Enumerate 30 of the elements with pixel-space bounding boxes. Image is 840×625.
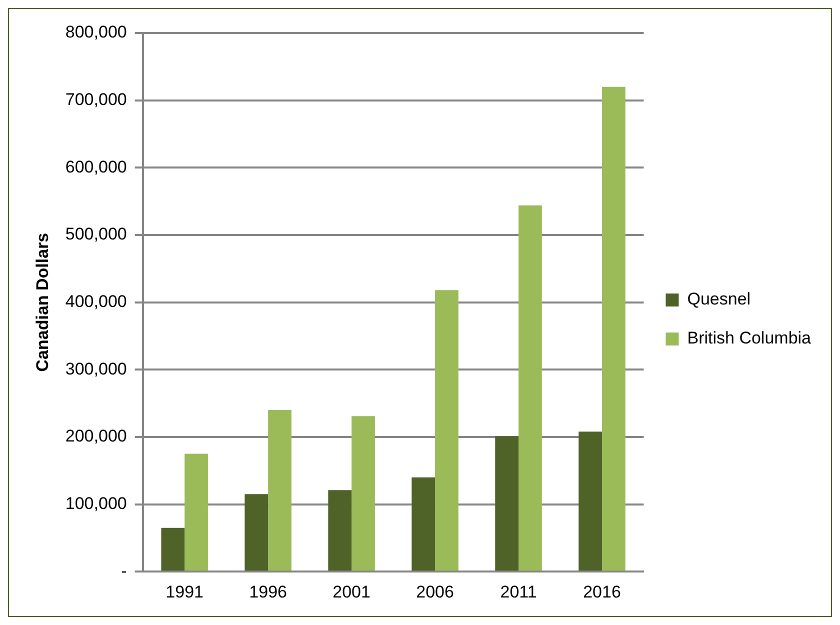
x-tick-label: 2006 <box>416 582 454 602</box>
y-tick-label: 300,000 <box>65 359 127 378</box>
y-tick-label: - <box>121 561 127 580</box>
y-tick-label: 700,000 <box>65 90 127 110</box>
bar <box>518 205 542 571</box>
y-tick-label: 500,000 <box>65 224 127 244</box>
x-tick-label: 2001 <box>332 582 370 602</box>
x-tick-label: 2016 <box>583 582 621 602</box>
y-tick-label: 400,000 <box>65 292 127 311</box>
bar <box>435 290 458 571</box>
x-tick-label: 2011 <box>500 582 537 602</box>
y-tick-label: 100,000 <box>65 494 127 513</box>
y-axis-title: Canadian Dollars <box>32 232 52 372</box>
bar <box>244 494 268 571</box>
bar <box>578 432 602 571</box>
legend-label: British Columbia <box>687 328 812 348</box>
bar <box>495 436 519 571</box>
legend-label: Quesnel <box>687 290 751 309</box>
bar <box>184 454 208 571</box>
bar <box>602 86 626 571</box>
x-tick-label: 1996 <box>249 582 287 602</box>
bar <box>412 477 436 571</box>
bar <box>268 410 292 571</box>
x-tick-label: 1991 <box>166 582 204 602</box>
y-tick-label: 800,000 <box>65 22 127 42</box>
y-tick-label: 600,000 <box>65 157 127 176</box>
bar <box>352 416 375 571</box>
bar <box>161 528 185 571</box>
bar <box>328 490 352 571</box>
y-tick-label: 200,000 <box>65 426 127 446</box>
